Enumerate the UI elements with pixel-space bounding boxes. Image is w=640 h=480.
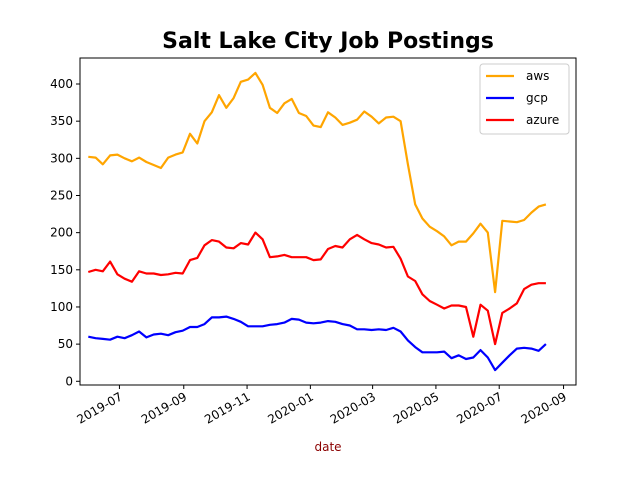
x-tick-label: 2020-03	[328, 389, 378, 426]
y-tick-label: 200	[50, 226, 73, 240]
y-tick-label: 100	[50, 300, 73, 314]
x-tick-label: 2019-07	[75, 389, 125, 426]
series-layer	[87, 71, 547, 372]
series-line-azure	[87, 231, 546, 346]
axes-layer	[79, 57, 577, 386]
y-tick-label: 400	[50, 77, 73, 91]
y-tick-label: 350	[50, 114, 73, 128]
x-tick-label: 2020-01	[265, 389, 315, 426]
legend: aws gcp azure	[479, 63, 570, 135]
y-tick-label: 0	[65, 374, 73, 388]
y-tick-label: 300	[50, 151, 73, 165]
x-tick-label: 2019-09	[139, 389, 189, 426]
legend-label-azure: azure	[526, 113, 559, 127]
legend-label-aws: aws	[526, 69, 549, 83]
legend-label-gcp: gcp	[526, 91, 548, 105]
x-tick-label: 2019-11	[202, 389, 252, 426]
plot-frame	[79, 57, 577, 386]
x-tick-label: 2020-09	[519, 389, 569, 426]
series-line-aws	[88, 71, 547, 294]
series-line-gcp	[88, 315, 547, 372]
y-tick-label: 50	[58, 337, 73, 351]
x-axis-label: date	[314, 440, 341, 454]
chart-title: Salt Lake City Job Postings	[162, 29, 494, 54]
y-tick-label: 150	[50, 263, 73, 277]
y-tick-label: 250	[50, 188, 73, 202]
legend-frame	[479, 63, 570, 135]
x-tick-label: 2020-05	[391, 389, 441, 426]
x-tick-label: 2020-07	[454, 389, 504, 426]
